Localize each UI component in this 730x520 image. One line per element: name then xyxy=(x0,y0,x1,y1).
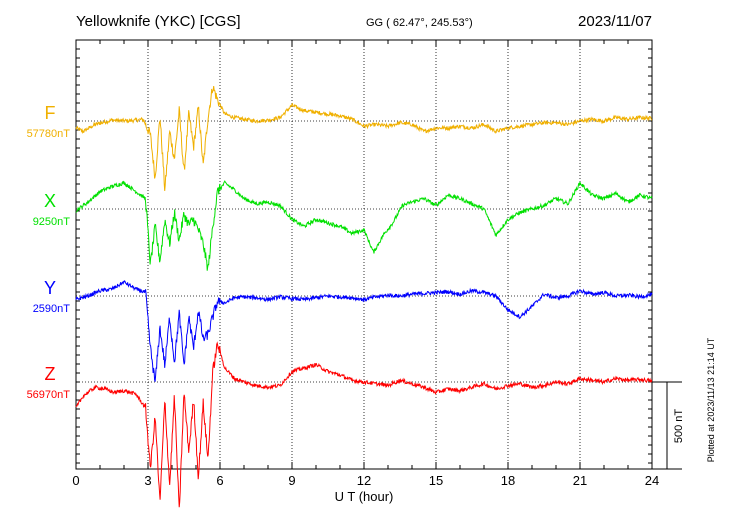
x-tick-label: 12 xyxy=(357,473,371,488)
series-layer xyxy=(75,85,653,508)
x-tick-label: 18 xyxy=(501,473,515,488)
station-coords: GG ( 62.47°, 245.53°) xyxy=(366,17,473,29)
series-label-layer: F 57780nT X 9250nT Y 2590nT Z 56970nT xyxy=(27,103,71,401)
grid-layer xyxy=(76,40,652,469)
series-line-f xyxy=(75,85,653,191)
x-axis-label: U T (hour) xyxy=(335,489,394,504)
plot-frame xyxy=(75,39,653,470)
series-line-x xyxy=(75,180,653,271)
baseline-label-y: 2590nT xyxy=(33,303,71,315)
x-tick-label: 21 xyxy=(573,473,587,488)
baseline-label-z: 56970nT xyxy=(27,389,71,401)
series-name-z: Z xyxy=(45,364,56,384)
x-tick-label: 0 xyxy=(72,473,79,488)
series-line-z xyxy=(75,341,653,508)
series-name-f: F xyxy=(45,103,56,123)
plot-date: 2023/11/07 xyxy=(578,13,652,30)
tick-layer: 0 3 6 9 12 15 18 21 24 xyxy=(72,39,659,488)
series-line-y xyxy=(75,279,653,382)
station-title: Yellowknife (YKC) [CGS] xyxy=(76,13,241,30)
scale-bar: 500 nT xyxy=(652,381,685,470)
x-tick-label: 9 xyxy=(288,473,295,488)
baseline-label-x: 9250nT xyxy=(33,216,71,228)
scale-bar-label: 500 nT xyxy=(673,409,685,444)
plotted-at-note: Plotted at 2023/11/13 21:14 UT xyxy=(706,337,716,462)
x-tick-label: 3 xyxy=(144,473,151,488)
baseline-label-f: 57780nT xyxy=(27,128,71,140)
x-tick-label: 15 xyxy=(429,473,443,488)
series-name-y: Y xyxy=(44,278,56,298)
x-tick-label: 24 xyxy=(645,473,659,488)
series-name-x: X xyxy=(44,191,56,211)
x-tick-label: 6 xyxy=(216,473,223,488)
